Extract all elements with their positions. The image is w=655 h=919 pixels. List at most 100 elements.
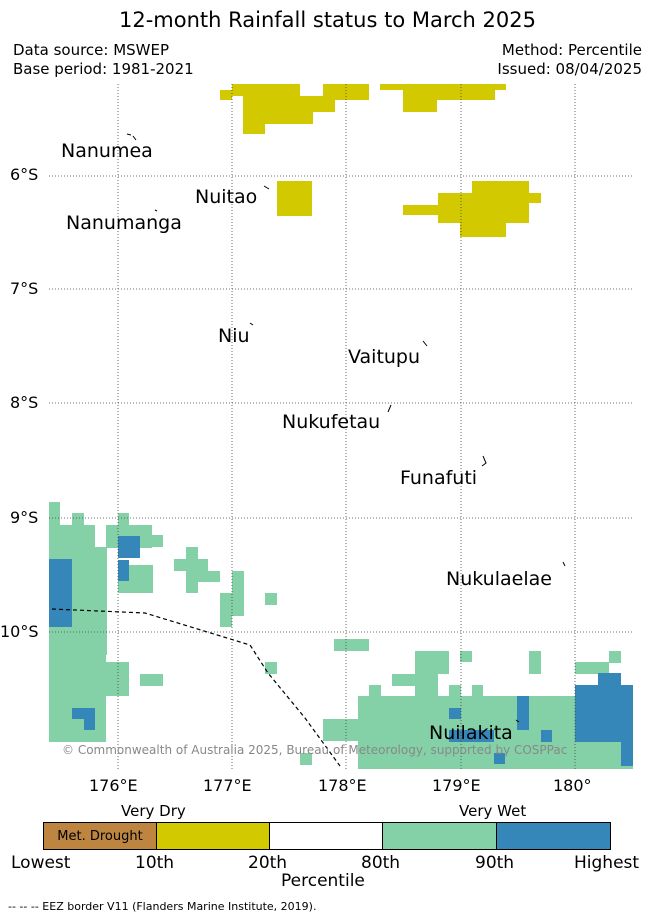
legend-tick-80th: 80th	[361, 853, 401, 873]
map-title: 12-month Rainfall status to March 2025	[119, 8, 536, 32]
wet-cell	[609, 651, 621, 663]
lon-label-176e: 176°E	[89, 776, 138, 795]
dry-cell	[472, 181, 529, 193]
legend-above-80th-box	[382, 822, 497, 850]
dry-cell	[220, 90, 232, 100]
very-wet-cell	[494, 753, 505, 764]
lat-label-9s: 9°S	[10, 508, 39, 527]
wet-cell	[197, 571, 220, 582]
very-wet-cell	[118, 536, 140, 558]
legend-drought-box: Met. Drought	[43, 822, 157, 850]
dry-cell	[265, 112, 313, 124]
dry-cell	[323, 84, 369, 100]
dry-cell	[403, 205, 438, 215]
dry-cell	[460, 223, 506, 237]
lat-label-10s: 10°S	[0, 622, 39, 641]
wet-cell	[84, 565, 107, 655]
wet-cell	[415, 674, 438, 697]
dry-cell	[232, 84, 300, 96]
legend-axis-label: Percentile	[281, 871, 365, 891]
wet-cell	[369, 685, 381, 697]
very-wet-cell	[84, 719, 95, 730]
very-wet-cell	[118, 560, 129, 581]
legend-very-wet: Very Wet	[459, 802, 527, 820]
wet-cell	[392, 674, 415, 686]
island-label-nukufetau: Nukufetau	[282, 411, 381, 433]
dry-cell	[380, 84, 506, 90]
dry-cell	[438, 193, 529, 223]
wet-cell	[186, 571, 198, 593]
legend-above-90th-box	[496, 822, 611, 850]
wet-cell	[472, 685, 483, 697]
legend-tick-highest: Highest	[574, 853, 640, 873]
wet-cell	[220, 593, 232, 627]
lon-label-178e: 178°E	[318, 776, 367, 795]
lon-label-180: 180°	[553, 776, 592, 795]
very-wet-cell	[517, 696, 529, 730]
island-label-niu: Niu	[218, 325, 250, 347]
wet-cell	[334, 639, 369, 651]
wet-cell	[174, 559, 208, 571]
wet-cell	[300, 753, 312, 765]
wet-cell	[186, 547, 198, 559]
island-label-nanumanga: Nanumanga	[66, 212, 182, 234]
lon-label-177e: 177°E	[203, 776, 252, 795]
wet-cell	[575, 662, 609, 674]
legend-tick-10th: 10th	[135, 853, 175, 873]
dry-cell	[243, 112, 265, 134]
island-label-nukulaelae: Nukulaelae	[446, 568, 552, 590]
dry-cell	[277, 181, 312, 216]
very-wet-cell	[541, 730, 552, 742]
lon-label-179e: 179°E	[432, 776, 481, 795]
island-label-nuilakita: Nuilakita	[429, 722, 513, 744]
very-wet-cell	[575, 685, 633, 742]
wet-cell	[140, 674, 163, 686]
legend-tick-20th: 20th	[248, 853, 288, 873]
legend-drought-label: Met. Drought	[57, 828, 143, 844]
wet-cell	[449, 685, 461, 697]
wet-cell	[95, 662, 129, 696]
island-label-vaitupu: Vaitupu	[348, 346, 421, 368]
eez-border	[51, 608, 341, 767]
dry-cell	[403, 100, 437, 112]
eez-footnote: -- -- -- EEZ border V11 (Flanders Marine…	[8, 900, 317, 913]
wet-cell	[265, 593, 277, 605]
issued-date: Issued: 08/04/2025	[497, 60, 642, 78]
lat-label-7s: 7°S	[10, 279, 39, 298]
graticule	[49, 84, 633, 769]
legend-tick-lowest: Lowest	[11, 853, 71, 873]
lat-label-6s: 6°S	[10, 165, 39, 184]
island-label-nuitao: Nuitao	[195, 186, 258, 208]
wet-cell	[84, 525, 95, 571]
legend-tick-90th: 90th	[475, 853, 515, 873]
island-label-nanumea: Nanumea	[61, 140, 153, 162]
dry-cell	[529, 193, 541, 203]
wet-cell	[118, 513, 129, 525]
base-period: Base period: 1981-2021	[13, 60, 194, 78]
data-source: Data source: MSWEP	[13, 41, 170, 59]
wet-cell	[232, 571, 244, 616]
very-wet-cell	[49, 559, 72, 627]
wet-cell	[529, 651, 541, 674]
very-wet-cell	[598, 673, 621, 685]
dry-cell	[243, 96, 335, 112]
dry-rainfall-cells	[220, 84, 541, 237]
legend-normal-box	[269, 822, 383, 850]
very-wet-cell	[449, 730, 494, 742]
lat-label-8s: 8°S	[10, 393, 39, 412]
wet-cell	[72, 513, 84, 535]
very-wet-cell	[449, 708, 461, 719]
wet-cell	[415, 651, 449, 674]
wet-rainfall-cells	[49, 502, 633, 769]
wet-cell	[265, 662, 277, 674]
legend-below-10th-box	[156, 822, 270, 850]
wet-cell	[140, 535, 163, 547]
wet-cell	[49, 502, 60, 542]
island-label-funafuti: Funafuti	[400, 467, 478, 489]
legend-very-dry: Very Dry	[121, 802, 186, 820]
island-coastlines	[126, 133, 566, 723]
very-wet-cell	[621, 742, 633, 766]
wet-cell	[460, 651, 472, 662]
dry-cell	[403, 90, 495, 100]
